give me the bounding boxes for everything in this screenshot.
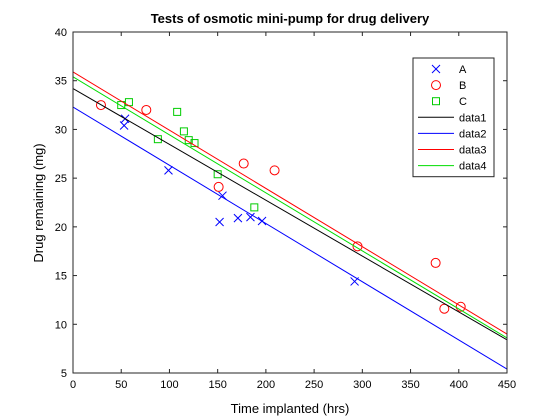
x-axis-label: Time implanted (hrs) bbox=[231, 401, 350, 416]
data-point-B-6 bbox=[430, 257, 441, 268]
data-point-B-7 bbox=[439, 303, 450, 314]
y-tick-label-4: 25 bbox=[55, 173, 67, 185]
series-data2 bbox=[73, 106, 507, 370]
legend-item-data4: data4 bbox=[418, 161, 487, 173]
legend-item-data1: data1 bbox=[418, 112, 487, 124]
y-tick-label-1: 10 bbox=[55, 319, 67, 331]
x-tick-label-1: 50 bbox=[115, 379, 127, 391]
data-point-B-8 bbox=[455, 301, 466, 312]
data-point-C-8 bbox=[250, 203, 259, 212]
data-point-A-5 bbox=[233, 213, 243, 223]
x-tick-label-0: 0 bbox=[70, 379, 76, 391]
y-tick-label-5: 30 bbox=[55, 124, 67, 136]
series-line-data2 bbox=[73, 106, 507, 370]
legend-label-C: C bbox=[459, 96, 467, 108]
series-line-data4 bbox=[73, 76, 507, 339]
axes-box bbox=[72, 31, 508, 374]
x-tick-label-8: 400 bbox=[450, 379, 468, 391]
data-point-B-0 bbox=[95, 100, 106, 111]
legend-marker-C bbox=[432, 97, 440, 106]
y-axis-label: Drug remaining (mg) bbox=[31, 143, 46, 262]
legend-item-B: B bbox=[431, 80, 466, 92]
data-point-A-3 bbox=[215, 217, 224, 227]
data-point-B-4 bbox=[269, 165, 280, 176]
series-data3 bbox=[73, 71, 507, 335]
legend-label-A: A bbox=[459, 64, 467, 76]
plot-layer bbox=[73, 71, 507, 370]
x-tick-label-5: 250 bbox=[305, 379, 323, 391]
data-point-A-6 bbox=[246, 212, 255, 222]
plot-area bbox=[73, 71, 507, 370]
legend-item-A: A bbox=[431, 64, 467, 76]
x-tick-label-6: 300 bbox=[353, 379, 371, 391]
legend-marker-A bbox=[431, 64, 441, 74]
x-tick-label-9: 450 bbox=[498, 379, 516, 391]
series-line-data1 bbox=[73, 88, 507, 341]
axes-layer: 0 50 100 150 200 250 300 350 400 450 5 10 15 20 25 30 35… bbox=[55, 27, 516, 391]
data-point-C-4 bbox=[179, 127, 188, 136]
series-B bbox=[95, 100, 466, 314]
legend-label-data3: data3 bbox=[459, 145, 487, 157]
legend-item-data3: data3 bbox=[418, 145, 487, 157]
data-point-B-1 bbox=[141, 104, 152, 115]
y-tick-label-0: 5 bbox=[61, 368, 67, 380]
data-point-B-3 bbox=[238, 158, 249, 169]
y-tick-label-7: 40 bbox=[55, 27, 67, 39]
y-tick-label-2: 15 bbox=[55, 271, 67, 283]
legend-label-data1: data1 bbox=[459, 112, 487, 124]
x-tick-label-2: 100 bbox=[160, 379, 178, 391]
data-point-B-2 bbox=[213, 181, 224, 192]
legend-item-data2: data2 bbox=[418, 128, 487, 140]
legend-marker-B bbox=[431, 80, 441, 91]
series-line-data3 bbox=[73, 71, 507, 335]
x-tick-label-4: 200 bbox=[257, 379, 275, 391]
y-tick-label-3: 20 bbox=[55, 222, 67, 234]
series-data4 bbox=[73, 76, 507, 339]
data-point-A-2 bbox=[164, 165, 173, 175]
series-data1 bbox=[73, 88, 507, 341]
data-point-C-3 bbox=[173, 107, 182, 116]
y-tick-label-6: 35 bbox=[55, 76, 67, 88]
chart-title: Tests of osmotic mini-pump for drug deli… bbox=[151, 11, 430, 26]
x-tick-label-7: 350 bbox=[401, 379, 419, 391]
legend-label-data2: data2 bbox=[459, 128, 487, 140]
legend-label-B: B bbox=[459, 80, 466, 92]
legend-label-data4: data4 bbox=[459, 161, 487, 173]
x-tick-label-3: 150 bbox=[208, 379, 226, 391]
legend-item-C: C bbox=[432, 96, 467, 108]
